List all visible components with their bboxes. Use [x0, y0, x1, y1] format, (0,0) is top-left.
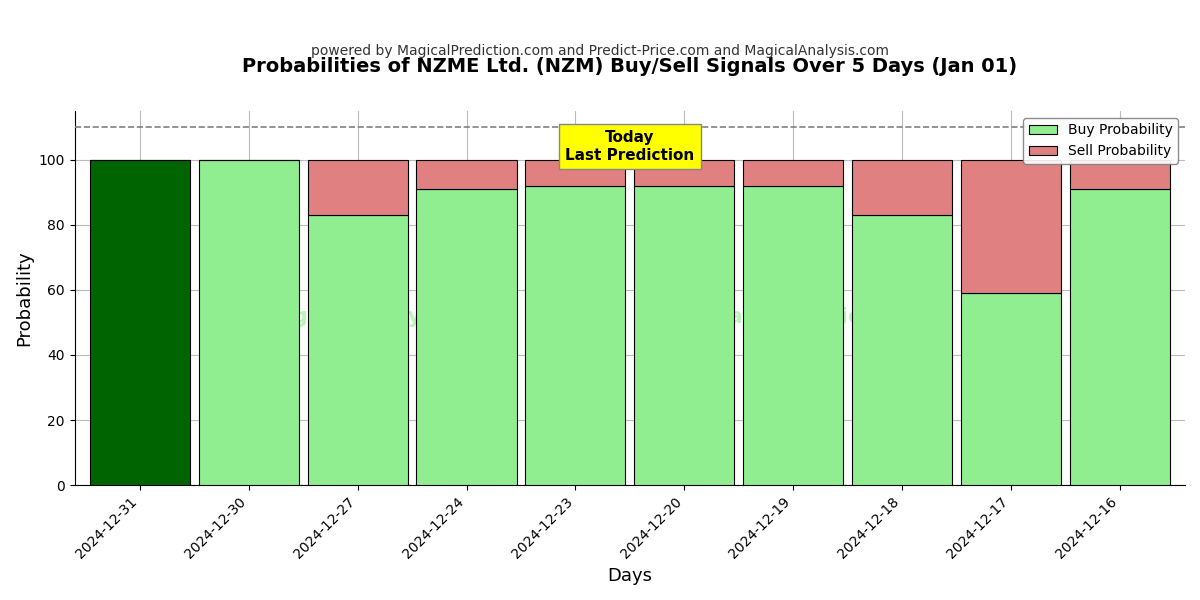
Bar	[961, 160, 1061, 293]
Text: powered by MagicalPrediction.com and Predict-Price.com and MagicalAnalysis.com: powered by MagicalPrediction.com and Pre…	[311, 44, 889, 58]
Bar	[852, 160, 952, 215]
Bar	[743, 160, 844, 186]
Bar	[416, 189, 517, 485]
Bar	[634, 186, 734, 485]
Bar	[90, 160, 190, 485]
Y-axis label: Probability: Probability	[16, 250, 34, 346]
Bar	[416, 160, 517, 189]
X-axis label: Days: Days	[607, 567, 653, 585]
Bar	[1069, 189, 1170, 485]
Bar	[199, 160, 299, 485]
Bar	[526, 160, 625, 186]
Bar	[526, 186, 625, 485]
Bar	[307, 215, 408, 485]
Text: Today
Last Prediction: Today Last Prediction	[565, 130, 695, 163]
Legend: Buy Probability, Sell Probability: Buy Probability, Sell Probability	[1024, 118, 1178, 164]
Bar	[852, 215, 952, 485]
Title: Probabilities of NZME Ltd. (NZM) Buy/Sell Signals Over 5 Days (Jan 01): Probabilities of NZME Ltd. (NZM) Buy/Sel…	[242, 57, 1018, 76]
Bar	[634, 160, 734, 186]
Bar	[743, 186, 844, 485]
Text: MagicalAnalysis.com: MagicalAnalysis.com	[254, 307, 516, 327]
Bar	[1069, 160, 1170, 189]
Text: MagicalPrediction.com: MagicalPrediction.com	[654, 307, 940, 327]
Bar	[961, 293, 1061, 485]
Bar	[307, 160, 408, 215]
